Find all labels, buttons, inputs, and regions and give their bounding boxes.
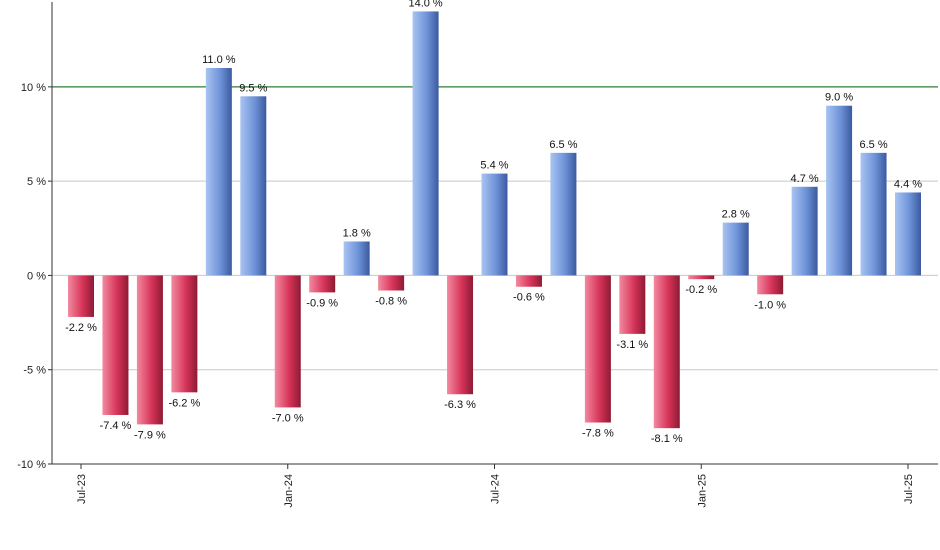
data-label: 6.5 %	[859, 139, 887, 151]
data-label: -6.2 %	[168, 397, 200, 409]
y-tick-label: 5 %	[27, 176, 46, 188]
bar-nov-24	[619, 275, 646, 334]
data-label: -7.4 %	[100, 420, 132, 432]
data-label: -7.9 %	[134, 429, 166, 441]
data-label: 5.4 %	[480, 160, 508, 172]
data-label: -3.1 %	[616, 339, 648, 351]
bar-jul-25	[895, 192, 921, 276]
data-label: 2.8 %	[722, 209, 750, 221]
x-tick-label: Jul-24	[490, 474, 502, 504]
data-label: 4.4 %	[894, 178, 922, 190]
data-label: -6.3 %	[444, 399, 476, 411]
data-label: -7.0 %	[272, 412, 304, 424]
bar-jun-25	[860, 152, 887, 276]
data-label: -2.2 %	[65, 322, 97, 334]
bar-may-24	[412, 11, 439, 276]
y-tick-label: 10 %	[21, 82, 46, 94]
bar-feb-25	[722, 222, 749, 276]
bar-dec-23	[240, 96, 267, 276]
data-label: 14.0 %	[408, 0, 442, 9]
x-tick-label: Jul-23	[76, 474, 88, 504]
bar-dec-24	[653, 275, 680, 429]
data-label: 9.5 %	[239, 82, 267, 94]
bars-layer	[68, 11, 921, 429]
x-tick-label: Jan-25	[696, 474, 708, 508]
data-label: 4.7 %	[791, 173, 819, 185]
data-label: 1.8 %	[343, 227, 371, 239]
x-tick-label: Jul-25	[903, 474, 915, 504]
y-tick-label: 0 %	[27, 270, 46, 282]
x-tick-label: Jan-24	[283, 474, 295, 508]
bar-sep-23	[136, 275, 163, 425]
bar-oct-24	[584, 275, 611, 423]
data-label: -0.8 %	[375, 296, 407, 308]
bar-aug-23	[102, 275, 129, 415]
data-label: -0.9 %	[306, 297, 338, 309]
bar-sep-24	[550, 152, 577, 276]
data-label: -7.8 %	[582, 428, 614, 440]
bar-apr-24	[378, 275, 405, 291]
bar-nov-23	[205, 68, 232, 276]
data-label: 6.5 %	[549, 139, 577, 151]
bar-feb-24	[309, 275, 336, 293]
data-labels-layer: -2.2 % -7.4 %-7.9 % -6.2 % 11.0 % 9.5 % -7.0 …	[65, 0, 922, 445]
bar-mar-24	[343, 241, 370, 276]
y-tick-label: -10 %	[17, 459, 46, 471]
data-label: -0.2 %	[685, 284, 717, 296]
data-label: -8.1 %	[651, 433, 683, 445]
bar-oct-23	[171, 275, 198, 393]
data-label: 11.0 %	[202, 54, 236, 66]
bar-jun-24	[447, 275, 474, 395]
axes-layer: 10 % 5 % 0 % -5 % -10 % Jul-23 Jan-24 Jul-24 Jan…	[17, 2, 938, 508]
bar-jul-24	[481, 173, 508, 276]
y-tick-label: -5 %	[23, 365, 46, 377]
bar-jul-23	[68, 275, 94, 317]
bar-apr-25	[791, 186, 818, 276]
bar-mar-25	[757, 275, 784, 295]
data-label: -1.0 %	[754, 299, 786, 311]
data-label: -0.6 %	[513, 292, 545, 304]
bar-aug-24	[515, 275, 542, 287]
bar-may-25	[826, 105, 853, 276]
bar-jan-25	[688, 275, 715, 280]
data-label: 9.0 %	[825, 92, 853, 104]
bar-jan-24	[274, 275, 301, 408]
